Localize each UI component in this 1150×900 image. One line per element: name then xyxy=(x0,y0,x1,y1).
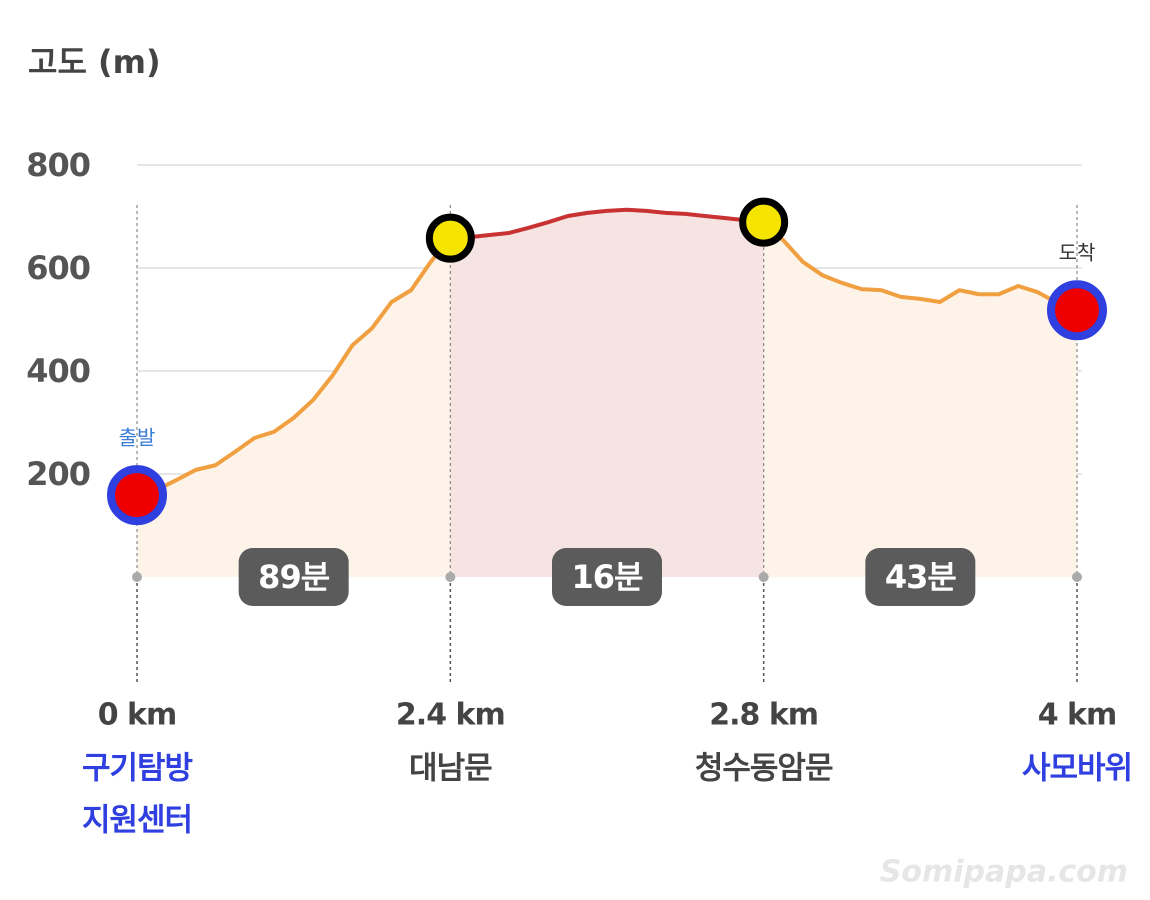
distance-label: 4 km xyxy=(1038,698,1117,733)
baseline-dot xyxy=(758,572,769,582)
baseline-dot xyxy=(1072,572,1082,582)
waypoint-badge: 도착 xyxy=(1059,241,1096,265)
waypoint-name: 청수동암문 xyxy=(695,751,833,787)
y-axis-title: 고도 (m) xyxy=(28,43,161,81)
endpoint-marker xyxy=(107,465,167,526)
waypoint-name: 지원센터 xyxy=(82,803,192,839)
distance-label: 2.4 km xyxy=(396,698,505,733)
segment-line xyxy=(136,236,452,498)
waypoint-marker xyxy=(739,197,789,247)
segment-time: 16분 xyxy=(572,558,644,596)
segment-line xyxy=(450,207,764,241)
y-tick-label: 800 xyxy=(26,146,90,184)
y-tick-label: 200 xyxy=(26,455,90,493)
time-badge xyxy=(238,548,349,606)
segment-area xyxy=(137,238,451,577)
endpoint-marker xyxy=(1047,280,1107,341)
waypoint-name: 구기탐방 xyxy=(82,751,193,787)
waypoint-badge: 출발 xyxy=(119,426,156,450)
y-tick-label: 400 xyxy=(26,352,90,390)
waypoint-marker xyxy=(425,213,475,263)
baseline-dot xyxy=(132,572,142,582)
time-badge xyxy=(552,548,662,606)
waypoint-name: 사모바위 xyxy=(1022,751,1132,787)
y-tick-label: 600 xyxy=(26,249,90,287)
distance-label: 2.8 km xyxy=(709,698,818,733)
segment-area xyxy=(763,222,1077,578)
watermark: Somipapa.com xyxy=(880,855,1128,890)
segment-time: 89분 xyxy=(258,558,330,596)
segment-time: 43분 xyxy=(885,558,957,596)
time-badge xyxy=(865,548,976,606)
segment-area xyxy=(450,209,764,577)
baseline-dot xyxy=(445,572,456,582)
segment-line xyxy=(762,220,1078,313)
distance-label: 0 km xyxy=(98,698,177,733)
waypoint-name: 대남문 xyxy=(409,751,492,787)
